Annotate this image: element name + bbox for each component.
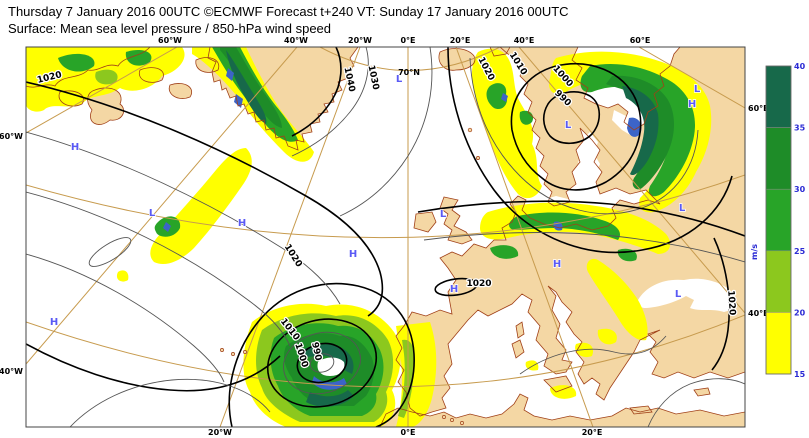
longitude-labels-bottom: 20°W 0°E 20°E [208, 428, 602, 437]
geo-label-top: 0°E [400, 36, 415, 45]
high-pressure-marker: H [450, 284, 458, 295]
gulf-of-bothnia [574, 132, 600, 196]
isobar-label: 1020 [466, 279, 491, 289]
longitude-labels-top: 60°W 40°W 20°W 0°E 20°E 40°E 60°E [158, 36, 650, 45]
colorbar-tick: 35 [794, 124, 806, 133]
latitude-label-70n: 70°N [398, 68, 420, 77]
wind-atlantic-tail [150, 148, 252, 265]
colorbar-tick: 40 [794, 62, 806, 71]
geo-label-right: 60°E [748, 104, 769, 113]
map-border [25, 46, 746, 428]
low-pressure-marker: L [440, 209, 447, 220]
geo-label-top: 40°E [514, 36, 535, 45]
geo-label-top: 20°E [450, 36, 471, 45]
geo-label-left: 40°W [0, 367, 23, 376]
colorbar-tick: 25 [794, 247, 806, 256]
isobars [26, 47, 745, 427]
high-pressure-marker: H [553, 259, 561, 270]
colorbar-segment [765, 127, 792, 190]
geo-label-left: 60°W [0, 132, 23, 141]
black-sea [636, 278, 737, 312]
geo-label-top: 20°W [348, 36, 372, 45]
wind-speed-colorbar: 40 35 30 25 20 15 [765, 62, 806, 379]
low-pressure-marker: L [675, 289, 682, 300]
wind-speed-fills [26, 47, 712, 427]
geo-label-bottom: 20°E [582, 428, 603, 437]
geo-label-top: 60°W [158, 36, 182, 45]
geo-label-bottom: 0°E [400, 428, 415, 437]
colorbar-tick: 15 [794, 370, 806, 379]
colorbar-unit-label: m/s [750, 244, 759, 260]
low-pressure-marker: L [396, 74, 403, 85]
high-pressure-marker: H [50, 317, 58, 328]
geo-label-bottom: 20°W [208, 428, 232, 437]
colorbar-segment [765, 250, 792, 313]
chart-title-line2: Surface: Mean sea level pressure / 850-h… [8, 21, 332, 36]
high-pressure-marker: H [688, 99, 696, 110]
geo-label-top: 40°W [284, 36, 308, 45]
colorbar-tick: 20 [794, 308, 806, 317]
colorbar-tick: 30 [794, 185, 806, 194]
high-pressure-marker: H [238, 218, 246, 229]
low-pressure-marker: L [149, 208, 156, 219]
colorbar-segment [765, 65, 792, 128]
low-pressure-marker: L [694, 84, 701, 95]
high-pressure-marker: H [349, 249, 357, 260]
chart-title-line1: Thursday 7 January 2016 00UTC ©ECMWF For… [8, 4, 569, 19]
colorbar-frame [765, 65, 792, 375]
isobar-label: 1020 [725, 290, 737, 316]
low-pressure-marker: L [679, 203, 686, 214]
geo-label-top: 60°E [630, 36, 651, 45]
high-pressure-marker: H [71, 142, 79, 153]
longitude-labels-right: 60°E 40°E [748, 104, 769, 318]
colorbar-segment [765, 312, 792, 375]
geo-label-right: 40°E [748, 309, 769, 318]
longitude-labels-left: 60°W 40°W [0, 132, 23, 376]
low-pressure-marker: L [565, 120, 572, 131]
colorbar-segment [765, 188, 792, 252]
small-islands [220, 127, 480, 425]
graticule [26, 47, 745, 427]
